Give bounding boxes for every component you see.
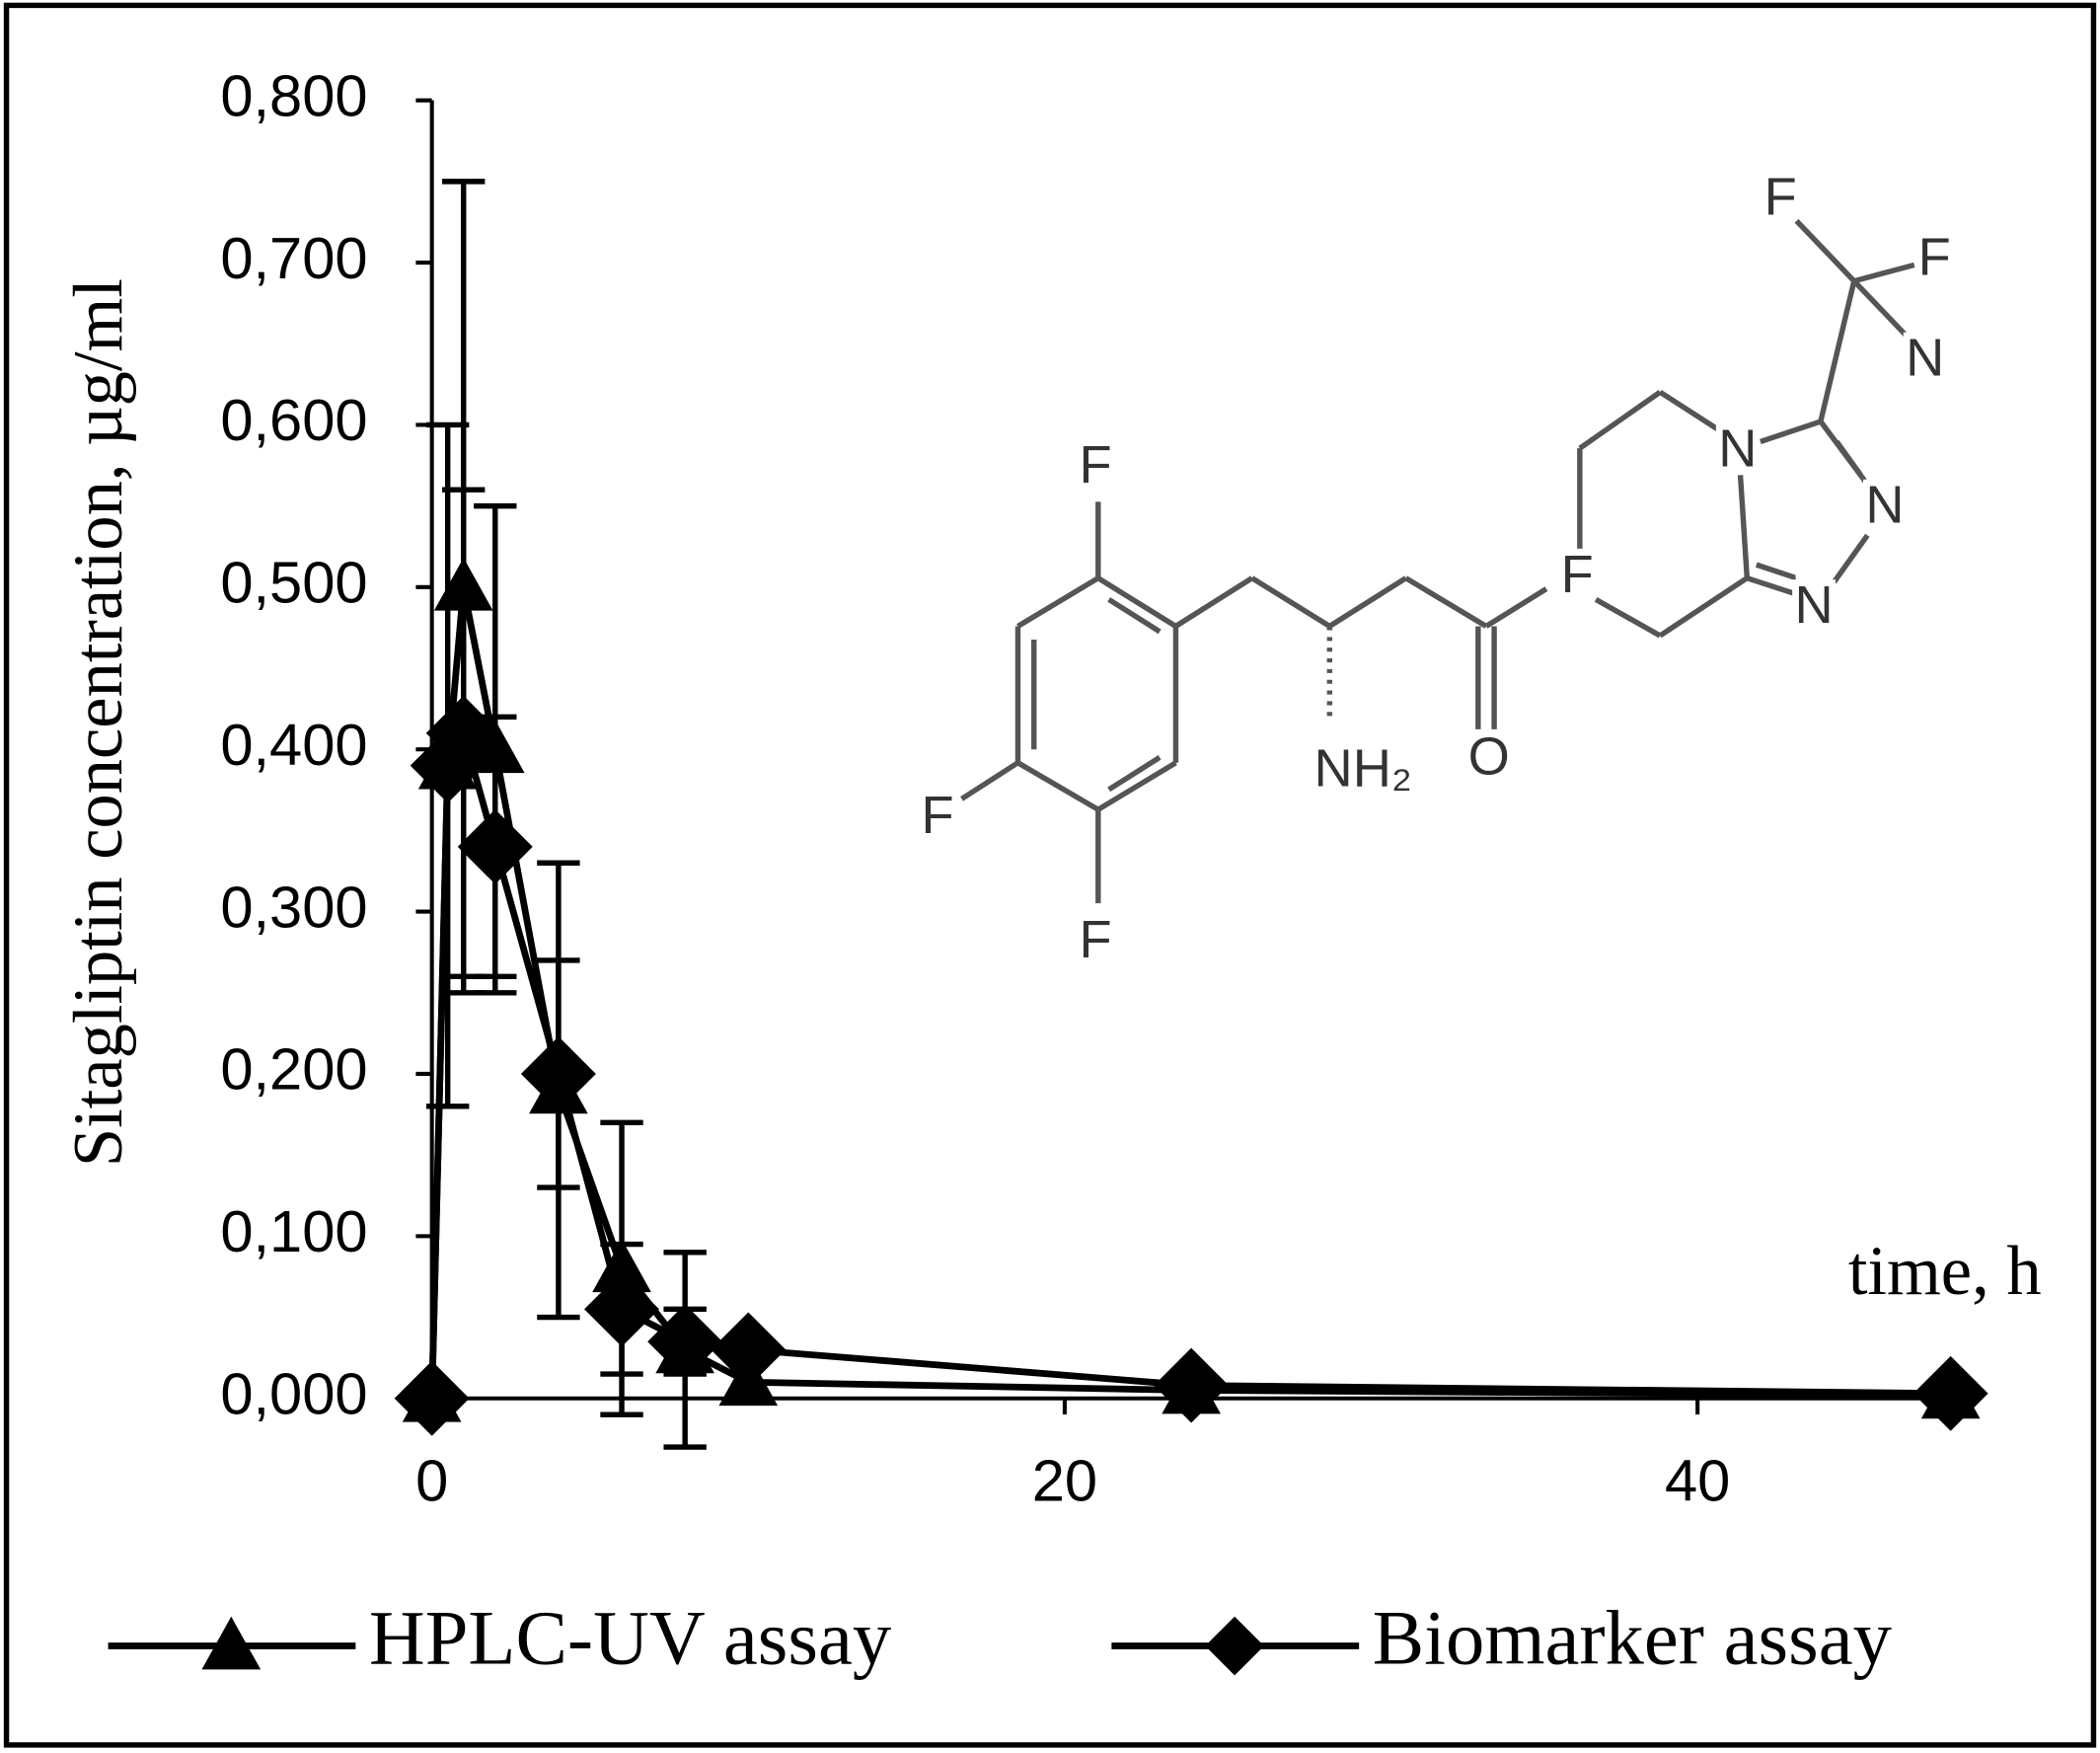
atom-label: F [1764, 168, 1797, 227]
y-tick-label: 0,800 [220, 62, 367, 128]
atom-label: N [1906, 328, 1944, 387]
atom-label: N [1795, 575, 1834, 635]
legend-label: Biomarker assay [1373, 1596, 1892, 1682]
atom-label: N [1718, 419, 1757, 479]
atom-label: NH₂ [1314, 739, 1412, 799]
x-axis-label: time, h [1848, 1233, 2042, 1310]
atom-label: N [1865, 476, 1904, 535]
y-tick-label: 0,000 [220, 1360, 367, 1426]
marker [457, 808, 533, 884]
marker [584, 1271, 659, 1347]
atom-label: O [1468, 726, 1510, 786]
marker [1912, 1355, 1988, 1431]
y-tick-label: 0,300 [220, 874, 367, 940]
x-tick-label: 20 [1032, 1448, 1097, 1514]
legend-marker [201, 1616, 262, 1670]
legend-marker [1205, 1616, 1264, 1676]
atom-label: F [1561, 545, 1594, 604]
x-tick-label: 0 [415, 1448, 448, 1514]
frame [3, 2, 2097, 1748]
molecule [960, 218, 1915, 904]
atom-label: F [1080, 435, 1112, 495]
y-tick-label: 0,400 [220, 712, 367, 778]
y-axis-label: Sitagliptin concentration, µg/ml [60, 278, 137, 1167]
y-tick-label: 0,700 [220, 225, 367, 291]
y-tick-label: 0,500 [220, 550, 367, 616]
atom-label: F [922, 786, 954, 845]
atom-label: F [1080, 910, 1112, 969]
x-tick-label: 40 [1665, 1448, 1730, 1514]
y-tick-label: 0,200 [220, 1036, 367, 1103]
marker [711, 1312, 787, 1388]
y-tick-label: 0,100 [220, 1198, 367, 1264]
legend-label: HPLC-UV assay [369, 1596, 891, 1682]
marker [394, 1360, 470, 1436]
atom-label: F [1918, 228, 1951, 287]
y-tick-label: 0,600 [220, 387, 367, 453]
